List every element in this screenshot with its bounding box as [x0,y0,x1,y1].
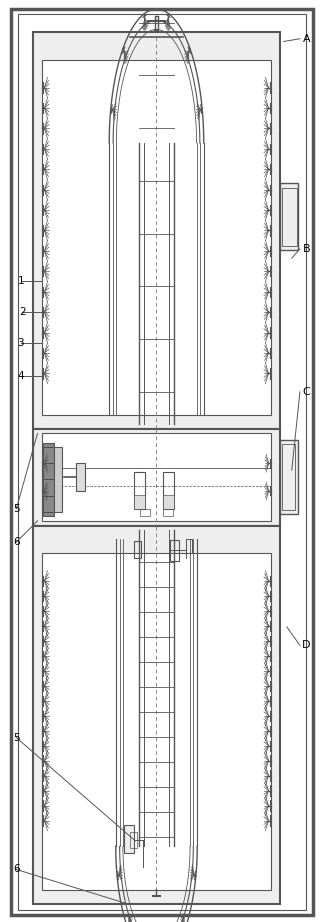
Text: 2: 2 [19,307,25,316]
Bar [76,463,85,491]
Text: B: B [303,244,310,254]
Bar [33,32,280,429]
Bar [282,187,297,245]
Bar [43,443,53,516]
Bar [282,444,294,510]
Text: D: D [302,641,311,650]
Bar [163,472,174,509]
Bar [163,509,173,516]
Text: 5: 5 [13,733,20,742]
Bar [134,495,145,509]
Bar [53,447,62,512]
Bar [33,429,280,526]
Bar [18,14,306,910]
Bar [33,526,280,904]
Bar [186,539,192,553]
Text: 5: 5 [13,504,20,514]
Bar [124,825,134,853]
Bar [130,832,137,848]
Text: C: C [303,387,310,396]
Bar [280,183,298,250]
Bar [280,440,298,514]
Text: 4: 4 [17,372,24,381]
Bar [134,541,141,558]
Bar [140,509,150,516]
Bar [42,60,271,415]
Bar [42,433,271,521]
Text: 1: 1 [18,277,24,286]
Bar [134,472,145,509]
Bar [42,553,271,890]
Bar [170,540,179,561]
Text: 6: 6 [13,538,20,547]
Text: 6: 6 [13,865,20,874]
Text: 3: 3 [17,338,24,348]
Text: A: A [303,34,310,43]
Bar [163,495,174,509]
